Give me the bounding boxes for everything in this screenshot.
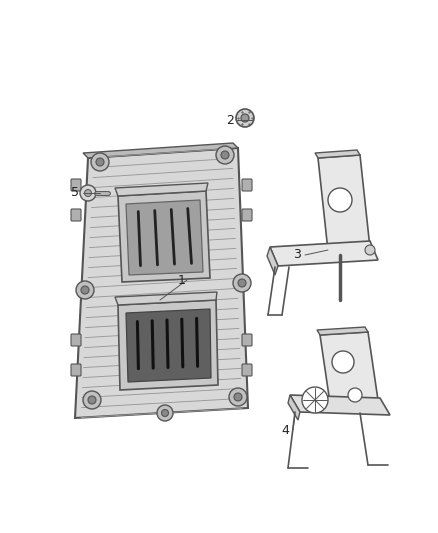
Text: 2: 2 xyxy=(226,114,234,126)
Circle shape xyxy=(234,393,242,401)
FancyBboxPatch shape xyxy=(71,179,81,191)
Circle shape xyxy=(233,274,251,292)
Circle shape xyxy=(80,185,96,201)
Circle shape xyxy=(365,245,375,255)
Polygon shape xyxy=(317,327,368,335)
FancyBboxPatch shape xyxy=(242,334,252,346)
Circle shape xyxy=(241,114,249,122)
Polygon shape xyxy=(267,247,278,275)
FancyBboxPatch shape xyxy=(71,364,81,376)
Polygon shape xyxy=(75,148,248,418)
Circle shape xyxy=(238,279,246,287)
Polygon shape xyxy=(115,183,208,196)
Circle shape xyxy=(332,351,354,373)
Polygon shape xyxy=(115,292,217,305)
Polygon shape xyxy=(270,241,378,266)
Circle shape xyxy=(328,188,352,212)
FancyBboxPatch shape xyxy=(242,364,252,376)
Circle shape xyxy=(81,286,89,294)
Text: 1: 1 xyxy=(178,273,186,287)
Circle shape xyxy=(157,405,173,421)
FancyBboxPatch shape xyxy=(71,209,81,221)
Polygon shape xyxy=(83,143,238,158)
Circle shape xyxy=(88,396,96,404)
Text: 5: 5 xyxy=(71,187,79,199)
Polygon shape xyxy=(320,332,378,403)
Circle shape xyxy=(83,391,101,409)
Polygon shape xyxy=(315,150,360,158)
Polygon shape xyxy=(288,395,300,420)
Circle shape xyxy=(76,281,94,299)
Circle shape xyxy=(216,146,234,164)
Circle shape xyxy=(302,387,328,413)
Text: 3: 3 xyxy=(293,248,301,262)
FancyBboxPatch shape xyxy=(71,334,81,346)
Text: 4: 4 xyxy=(281,424,289,437)
FancyBboxPatch shape xyxy=(242,209,252,221)
Circle shape xyxy=(85,190,92,197)
Polygon shape xyxy=(290,395,390,415)
Circle shape xyxy=(162,409,169,416)
Polygon shape xyxy=(126,200,203,275)
Circle shape xyxy=(229,388,247,406)
Circle shape xyxy=(96,158,104,166)
Circle shape xyxy=(221,151,229,159)
Circle shape xyxy=(236,109,254,127)
Circle shape xyxy=(348,388,362,402)
Circle shape xyxy=(91,153,109,171)
FancyBboxPatch shape xyxy=(242,179,252,191)
Polygon shape xyxy=(118,300,218,390)
Polygon shape xyxy=(318,155,370,251)
Polygon shape xyxy=(126,309,211,382)
Polygon shape xyxy=(118,191,210,282)
